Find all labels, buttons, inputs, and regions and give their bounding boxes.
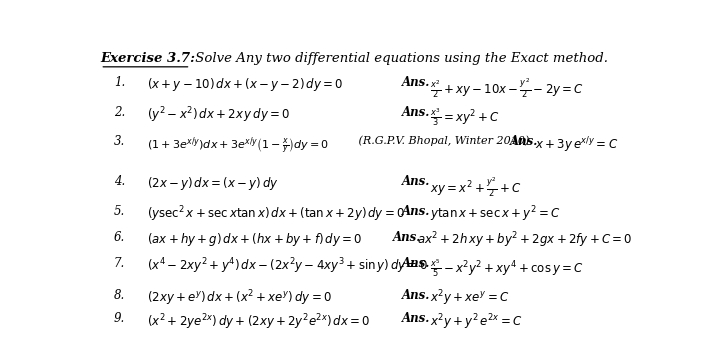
Text: $(x + y - 10)\,dx + (x - y - 2)\,dy = 0$: $(x + y - 10)\,dx + (x - y - 2)\,dy = 0$ [147, 76, 343, 93]
Text: Ans.: Ans. [510, 135, 538, 148]
Text: $(y\sec^2 x + \sec x\tan x)\,dx + (\tan x + 2y)\,dy = 0$: $(y\sec^2 x + \sec x\tan x)\,dx + (\tan … [147, 205, 406, 224]
Text: Ans.: Ans. [402, 106, 431, 119]
Text: $(2x - y)\,dx = (x - y)\,dy$: $(2x - y)\,dx = (x - y)\,dy$ [147, 175, 279, 192]
Text: Ans.: Ans. [402, 289, 431, 302]
Text: 2.: 2. [114, 106, 125, 119]
Text: $(2xy + e^y)\,dx + (x^2 + xe^y)\,dy = 0$: $(2xy + e^y)\,dx + (x^2 + xe^y)\,dy = 0$ [147, 289, 332, 309]
Text: $xy = x^2 + \frac{y^2}{2} + C$: $xy = x^2 + \frac{y^2}{2} + C$ [430, 175, 521, 199]
Text: Solve Any two differential equations using the Exact method.: Solve Any two differential equations usi… [191, 52, 608, 65]
Text: $x^2y + y^2\,e^{2x} = C$: $x^2y + y^2\,e^{2x} = C$ [430, 312, 522, 332]
Text: 1.: 1. [114, 76, 125, 89]
Text: Ans.: Ans. [402, 312, 431, 325]
Text: Exercise 3.7:: Exercise 3.7: [100, 52, 196, 65]
Text: $\frac{x^5}{5} - x^2y^2 + xy^4 + \cos y = C$: $\frac{x^5}{5} - x^2y^2 + xy^4 + \cos y … [430, 257, 583, 279]
Text: $x^2y + xe^y = C$: $x^2y + xe^y = C$ [430, 289, 509, 309]
Text: $ax^2 + 2h\,xy + by^2 + 2gx + 2fy + C = 0$: $ax^2 + 2h\,xy + by^2 + 2gx + 2fy + C = … [417, 231, 633, 250]
Text: 7.: 7. [114, 257, 125, 270]
Text: Ans.: Ans. [402, 76, 431, 89]
Text: 5.: 5. [114, 205, 125, 218]
Text: $\frac{x^2}{2} + xy - 10x - \frac{y^2}{2} - 2y = C$: $\frac{x^2}{2} + xy - 10x - \frac{y^2}{2… [430, 76, 583, 100]
Text: $(y^2 - x^2)\,dx + 2x\,y\,dy = 0$: $(y^2 - x^2)\,dx + 2x\,y\,dy = 0$ [147, 106, 291, 125]
Text: 3.: 3. [114, 135, 125, 148]
Text: 6.: 6. [114, 231, 125, 244]
Text: Ans.: Ans. [393, 231, 421, 244]
Text: $x + 3y\,e^{x/y} = C$: $x + 3y\,e^{x/y} = C$ [535, 135, 618, 155]
Text: (R.G.P.V. Bhopal, Winter 2010): (R.G.P.V. Bhopal, Winter 2010) [355, 135, 529, 145]
Text: Ans.: Ans. [402, 205, 431, 218]
Text: $\frac{x^3}{3} = xy^2 + C$: $\frac{x^3}{3} = xy^2 + C$ [430, 106, 500, 127]
Text: Ans.: Ans. [402, 175, 431, 188]
Text: 8.: 8. [114, 289, 125, 302]
Text: $\left(1+3e^{x/y}\right)dx+3e^{x/y}\left(1-\frac{x}{y}\right)dy=0$: $\left(1+3e^{x/y}\right)dx+3e^{x/y}\left… [147, 135, 329, 157]
Text: 4.: 4. [114, 175, 125, 188]
Text: $y\tan x + \sec x + y^2 = C$: $y\tan x + \sec x + y^2 = C$ [430, 205, 560, 224]
Text: 9.: 9. [114, 312, 125, 325]
Text: $(x^4 - 2xy^2 + y^4)\,dx - (2x^2y - 4xy^3 + \sin y)\,dy = 0$: $(x^4 - 2xy^2 + y^4)\,dx - (2x^2y - 4xy^… [147, 257, 428, 276]
Text: $(x^2 + 2ye^{2x})\,dy + (2xy + 2y^2e^{2x})\,dx = 0$: $(x^2 + 2ye^{2x})\,dy + (2xy + 2y^2e^{2x… [147, 312, 371, 332]
Text: Ans.: Ans. [402, 257, 431, 270]
Text: $(ax + hy + g)\,dx + (hx + by + f)\,dy = 0$: $(ax + hy + g)\,dx + (hx + by + f)\,dy =… [147, 231, 363, 248]
